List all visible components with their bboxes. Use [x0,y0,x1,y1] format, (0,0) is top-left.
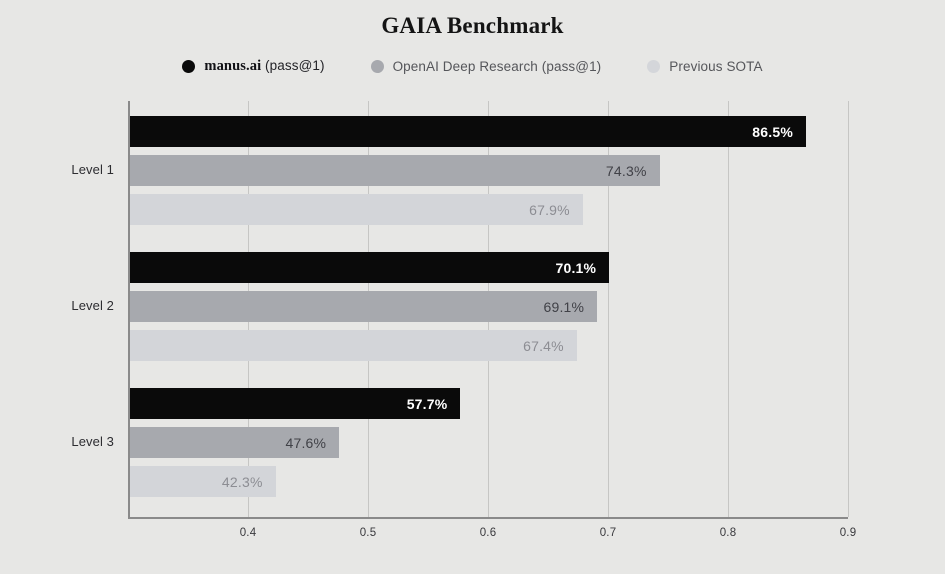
category-label: Level 3 [71,434,114,449]
category-label: Level 2 [71,298,114,313]
x-tick-label: 0.4 [239,527,257,539]
plot-area: 86.5% 74.3% 67.9% 70.1% 69.1% 67.4% 57.7% 47.6%… [128,101,849,519]
bar: 57.7% [128,388,461,419]
bar-value-label: 57.7% [406,395,448,412]
x-tick-label: 0.7 [599,527,617,539]
legend-label-openai-deep-research: OpenAI Deep Research (pass@1) [392,59,602,74]
bar: 42.3% [128,466,276,497]
legend-item-manus: manus.ai (pass@1) [182,58,324,75]
x-tick-label: 0.6 [479,527,497,539]
bar: 69.1% [128,291,598,322]
gridline [847,101,849,517]
gridline [727,101,729,517]
bar: 47.6% [128,427,340,458]
legend-dot-manus [182,60,196,73]
bar-value-label: 86.5% [752,123,793,140]
y-axis-line [128,101,130,519]
legend: manus.ai (pass@1) OpenAI Deep Research (… [0,58,945,75]
x-axis-line [128,517,848,519]
legend-item-openai-deep-research: OpenAI Deep Research (pass@1) [370,59,602,74]
x-tick-label: 0.8 [719,527,737,539]
bar: 67.4% [128,330,577,361]
bar-value-label: 74.3% [605,162,647,179]
bar: 70.1% [128,252,610,283]
legend-dot-previous-sota [647,60,661,73]
legend-label-previous-sota: Previous SOTA [669,59,763,74]
chart-title: GAIA Benchmark [381,13,564,38]
category-label: Level 1 [71,162,114,177]
x-tick-label: 0.9 [839,527,857,539]
bar: 74.3% [128,155,660,186]
bar-value-label: 42.3% [221,473,263,490]
bar-value-label: 67.9% [529,201,570,218]
legend-dot-openai-deep-research [370,60,384,73]
bar-value-label: 67.4% [523,337,564,354]
bar-value-label: 47.6% [285,434,327,451]
legend-label-manus: manus.ai (pass@1) [204,58,325,74]
bar-value-label: 70.1% [555,259,597,276]
gridline [607,101,609,517]
bar-value-label: 69.1% [543,298,585,315]
bar: 67.9% [128,194,583,225]
legend-item-previous-sota: Previous SOTA [647,59,763,74]
bar: 86.5% [128,116,806,147]
x-tick-label: 0.5 [359,527,377,539]
